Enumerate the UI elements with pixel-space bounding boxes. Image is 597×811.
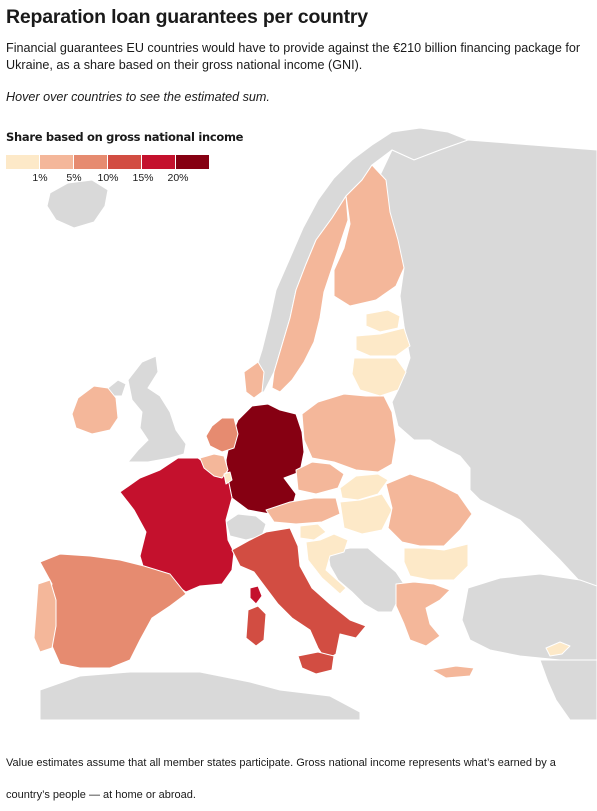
russia-belarus-ukraine-east: [373, 139, 597, 601]
country-netherlands[interactable]: [205, 417, 239, 453]
country-austria[interactable]: [265, 497, 341, 525]
country-greece[interactable]: [395, 581, 451, 647]
country-italy-sicily[interactable]: [297, 651, 335, 675]
country-czechia[interactable]: [295, 461, 345, 495]
footnote: Value estimates assume that all member s…: [6, 757, 556, 801]
switzerland: [225, 513, 267, 541]
country-cyprus[interactable]: [545, 641, 571, 657]
legend-swatch-4: [142, 155, 175, 169]
country-denmark[interactable]: [243, 361, 265, 399]
country-portugal[interactable]: [33, 579, 57, 653]
country-luxembourg[interactable]: [223, 471, 233, 485]
legend-tick-10: 10%: [97, 172, 119, 184]
middle-east: [539, 659, 597, 720]
legend-swatch-2: [74, 155, 107, 169]
balkans-non-eu: [327, 547, 405, 613]
country-ireland[interactable]: [71, 385, 119, 435]
country-slovakia[interactable]: [339, 473, 389, 501]
north-africa: [39, 671, 361, 720]
country-slovenia[interactable]: [299, 523, 327, 541]
country-hungary[interactable]: [339, 493, 393, 535]
country-italy-sardinia[interactable]: [245, 605, 267, 647]
legend-tick-20: 20%: [167, 172, 189, 184]
legend-tick-5: 5%: [66, 172, 82, 184]
country-latvia[interactable]: [355, 327, 411, 357]
hover-hint: Hover over countries to see the estimate…: [6, 90, 270, 104]
chart-title: Reparation loan guarantees per country: [6, 6, 368, 28]
non-member-land: [39, 127, 597, 720]
legend-tick-15: 15%: [132, 172, 154, 184]
country-france-corsica[interactable]: [249, 585, 263, 605]
turkey: [461, 573, 597, 661]
legend-swatch-0: [6, 155, 39, 169]
country-lithuania[interactable]: [351, 357, 407, 397]
legend-swatch-1: [40, 155, 73, 169]
legend-title: Share based on gross national income: [6, 130, 244, 144]
legend-swatch-3: [108, 155, 141, 169]
chart-subtitle: Financial guarantees EU countries would …: [6, 41, 581, 72]
country-finland[interactable]: [333, 164, 405, 307]
country-sweden[interactable]: [271, 195, 349, 393]
country-estonia[interactable]: [365, 309, 401, 333]
country-germany[interactable]: [225, 403, 305, 515]
legend-tick-1: 1%: [32, 172, 48, 184]
country-croatia[interactable]: [305, 533, 349, 595]
europe-map: [33, 127, 597, 720]
country-romania[interactable]: [385, 473, 473, 547]
country-poland[interactable]: [301, 393, 397, 473]
united-kingdom: [126, 355, 187, 463]
country-bulgaria[interactable]: [403, 543, 469, 581]
country-greece-crete[interactable]: [431, 665, 475, 679]
legend-bar: [6, 155, 210, 169]
country-italy[interactable]: [231, 527, 367, 661]
iceland: [46, 179, 109, 229]
legend-swatch-5: [176, 155, 209, 169]
eu-countries: [33, 164, 571, 679]
